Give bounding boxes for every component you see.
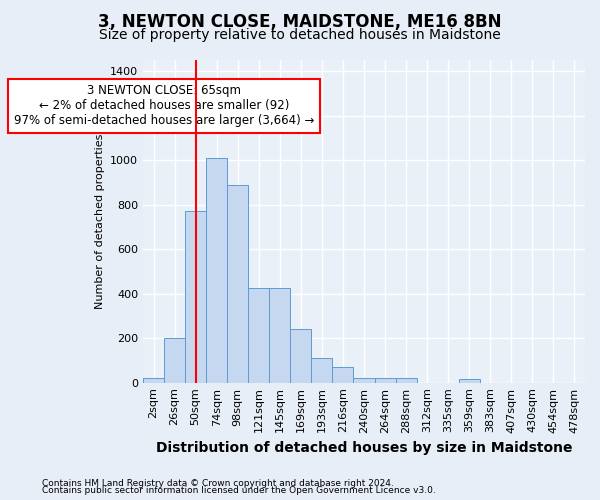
- Bar: [227, 184, 248, 382]
- Bar: [311, 358, 332, 382]
- Text: 3 NEWTON CLOSE: 65sqm
← 2% of detached houses are smaller (92)
97% of semi-detac: 3 NEWTON CLOSE: 65sqm ← 2% of detached h…: [14, 84, 314, 128]
- Text: Size of property relative to detached houses in Maidstone: Size of property relative to detached ho…: [99, 28, 501, 42]
- Bar: [143, 378, 164, 382]
- Text: 3, NEWTON CLOSE, MAIDSTONE, ME16 8BN: 3, NEWTON CLOSE, MAIDSTONE, ME16 8BN: [98, 12, 502, 30]
- Bar: [269, 288, 290, 382]
- Bar: [206, 158, 227, 382]
- Bar: [395, 378, 416, 382]
- Bar: [459, 380, 480, 382]
- Bar: [374, 378, 395, 382]
- Text: Contains public sector information licensed under the Open Government Licence v3: Contains public sector information licen…: [42, 486, 436, 495]
- Bar: [332, 367, 353, 382]
- Bar: [185, 212, 206, 382]
- Bar: [248, 288, 269, 382]
- Bar: [353, 378, 374, 382]
- Bar: [290, 330, 311, 382]
- Bar: [164, 338, 185, 382]
- Y-axis label: Number of detached properties: Number of detached properties: [95, 134, 104, 309]
- Text: Contains HM Land Registry data © Crown copyright and database right 2024.: Contains HM Land Registry data © Crown c…: [42, 478, 394, 488]
- X-axis label: Distribution of detached houses by size in Maidstone: Distribution of detached houses by size …: [156, 441, 572, 455]
